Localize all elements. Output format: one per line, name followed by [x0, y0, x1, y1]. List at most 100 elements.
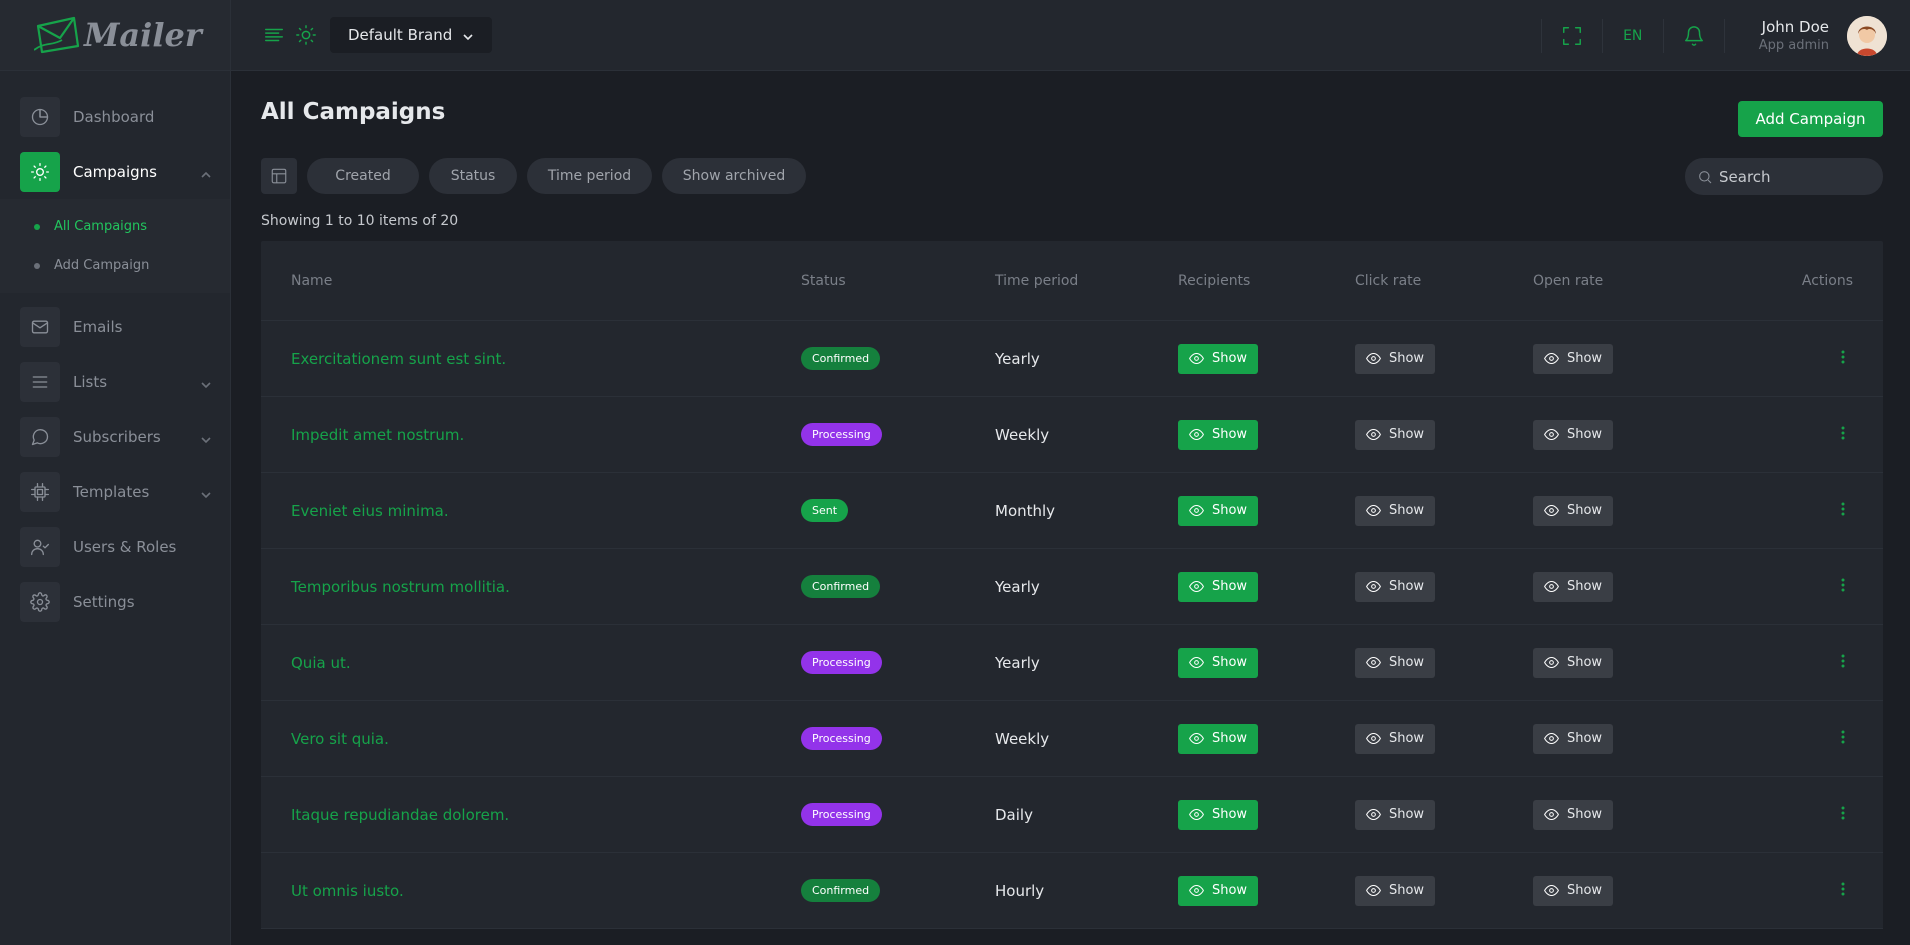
show-click-rate-button[interactable]: Show [1355, 343, 1435, 374]
show-click-rate-button[interactable]: Show [1355, 495, 1435, 526]
chevron-down-icon [200, 431, 212, 443]
campaign-name-link[interactable]: Itaque repudiandae dolorem. [291, 806, 510, 824]
eye-icon [1189, 428, 1204, 441]
header-status[interactable]: Status [801, 272, 846, 289]
cell-actions [1773, 653, 1883, 672]
filter-created[interactable]: Created [307, 158, 419, 194]
show-open-rate-button[interactable]: Show [1533, 875, 1613, 906]
show-click-rate-button[interactable]: Show [1355, 647, 1435, 678]
campaign-name-link[interactable]: Eveniet eius minima. [291, 502, 449, 520]
logo[interactable]: Mailer [0, 0, 230, 71]
sidebar-item-emails[interactable]: Emails [0, 299, 230, 354]
eye-icon [1189, 580, 1204, 593]
add-campaign-button[interactable]: Add Campaign [1738, 101, 1883, 137]
sidebar-item-campaigns[interactable]: Campaigns [0, 144, 230, 199]
filter-show-archived[interactable]: Show archived [662, 158, 806, 194]
show-open-rate-button[interactable]: Show [1533, 723, 1613, 754]
more-actions-icon[interactable] [1831, 729, 1845, 747]
sidebar-item-templates[interactable]: Templates [0, 464, 230, 519]
sidebar-item-label: Lists [73, 372, 108, 391]
sidebar-nav: Dashboard Campaigns All Campaigns Add Ca… [0, 71, 230, 629]
time-period-value: Hourly [995, 882, 1045, 900]
eye-icon [1544, 504, 1559, 517]
filter-time-period[interactable]: Time period [527, 158, 652, 194]
show-open-rate-button[interactable]: Show [1533, 799, 1613, 830]
show-label: Show [1211, 655, 1248, 670]
show-recipients-button[interactable]: Show [1178, 343, 1258, 374]
fullscreen-button[interactable] [1542, 0, 1602, 71]
show-click-rate-button[interactable]: Show [1355, 571, 1435, 602]
show-click-rate-button[interactable]: Show [1355, 875, 1435, 906]
show-label: Show [1388, 503, 1425, 518]
show-recipients-button[interactable]: Show [1178, 571, 1258, 602]
filter-bar: Created Status Time period Show archived [261, 158, 816, 194]
sidebar-subitem-add-campaign[interactable]: Add Campaign [0, 246, 230, 285]
status-badge: Processing [801, 651, 882, 674]
campaign-name-link[interactable]: Impedit amet nostrum. [291, 426, 465, 444]
cell-name: Ut omnis iusto. [261, 881, 801, 900]
cell-status: Processing [801, 423, 995, 446]
cell-open-rate: Show [1533, 647, 1773, 678]
show-label: Show [1388, 883, 1425, 898]
show-click-rate-button[interactable]: Show [1355, 723, 1435, 754]
show-open-rate-button[interactable]: Show [1533, 647, 1613, 678]
sidebar-item-subscribers[interactable]: Subscribers [0, 409, 230, 464]
campaigns-submenu: All Campaigns Add Campaign [0, 199, 230, 293]
cell-open-rate: Show [1533, 571, 1773, 602]
campaign-name-link[interactable]: Temporibus nostrum mollitia. [291, 578, 510, 596]
campaign-name-link[interactable]: Vero sit quia. [291, 730, 389, 748]
more-actions-icon[interactable] [1831, 881, 1845, 899]
theme-sun-icon[interactable] [294, 23, 318, 47]
brand-selector[interactable]: Default Brand [330, 17, 493, 53]
more-actions-icon[interactable] [1831, 805, 1845, 823]
cell-recipients: Show [1178, 419, 1355, 450]
sidebar-item-lists[interactable]: Lists [0, 354, 230, 409]
table-header: Name Status Time period Recipients Click… [261, 241, 1883, 321]
table-body: Exercitationem sunt est sint. Confirmed Ye… [261, 321, 1883, 929]
filter-status[interactable]: Status [429, 158, 517, 194]
table-row: Eveniet eius minima. Sent Monthly Show Show S… [261, 473, 1883, 549]
divider [1723, 18, 1725, 53]
cell-open-rate: Show [1533, 495, 1773, 526]
header-time-period[interactable]: Time period [995, 272, 1079, 289]
cell-recipients: Show [1178, 723, 1355, 754]
campaign-name-link[interactable]: Ut omnis iusto. [291, 882, 404, 900]
language-switcher[interactable]: EN [1623, 27, 1643, 44]
show-click-rate-button[interactable]: Show [1355, 799, 1435, 830]
more-actions-icon[interactable] [1831, 425, 1845, 443]
campaign-name-link[interactable]: Quia ut. [291, 654, 351, 672]
show-open-rate-button[interactable]: Show [1533, 419, 1613, 450]
more-actions-icon[interactable] [1831, 577, 1845, 595]
more-actions-icon[interactable] [1831, 501, 1845, 519]
show-recipients-button[interactable]: Show [1178, 495, 1258, 526]
header-name[interactable]: Name [291, 272, 333, 289]
show-recipients-button[interactable]: Show [1178, 647, 1258, 678]
show-recipients-button[interactable]: Show [1178, 799, 1258, 830]
sidebar-item-label: Dashboard [73, 107, 155, 126]
show-recipients-button[interactable]: Show [1178, 419, 1258, 450]
more-actions-icon[interactable] [1831, 349, 1845, 367]
sidebar-item-settings[interactable]: Settings [0, 574, 230, 629]
show-open-rate-button[interactable]: Show [1533, 571, 1613, 602]
status-badge: Confirmed [801, 347, 881, 370]
more-actions-icon[interactable] [1831, 653, 1845, 671]
search-input[interactable] [1719, 167, 1879, 186]
sidebar-item-users-roles[interactable]: Users & Roles [0, 519, 230, 574]
show-open-rate-button[interactable]: Show [1533, 343, 1613, 374]
menu-toggle-icon[interactable] [262, 23, 286, 47]
layout-toggle-button[interactable] [261, 158, 297, 194]
divider [1662, 18, 1664, 53]
show-recipients-button[interactable]: Show [1178, 875, 1258, 906]
show-open-rate-button[interactable]: Show [1533, 495, 1613, 526]
sidebar-item-dashboard[interactable]: Dashboard [0, 89, 230, 144]
user-menu[interactable]: John Doe App admin [1725, 0, 1910, 71]
table-row: Vero sit quia. Processing Weekly Show Show Sh… [261, 701, 1883, 777]
cell-actions [1773, 349, 1883, 368]
show-click-rate-button[interactable]: Show [1355, 419, 1435, 450]
sidebar-subitem-all-campaigns[interactable]: All Campaigns [0, 207, 230, 246]
show-recipients-button[interactable]: Show [1178, 723, 1258, 754]
notifications-button[interactable] [1664, 0, 1724, 71]
campaign-name-link[interactable]: Exercitationem sunt est sint. [291, 350, 507, 368]
campaigns-table: Name Status Time period Recipients Click… [261, 241, 1883, 929]
eye-icon [1366, 808, 1381, 821]
